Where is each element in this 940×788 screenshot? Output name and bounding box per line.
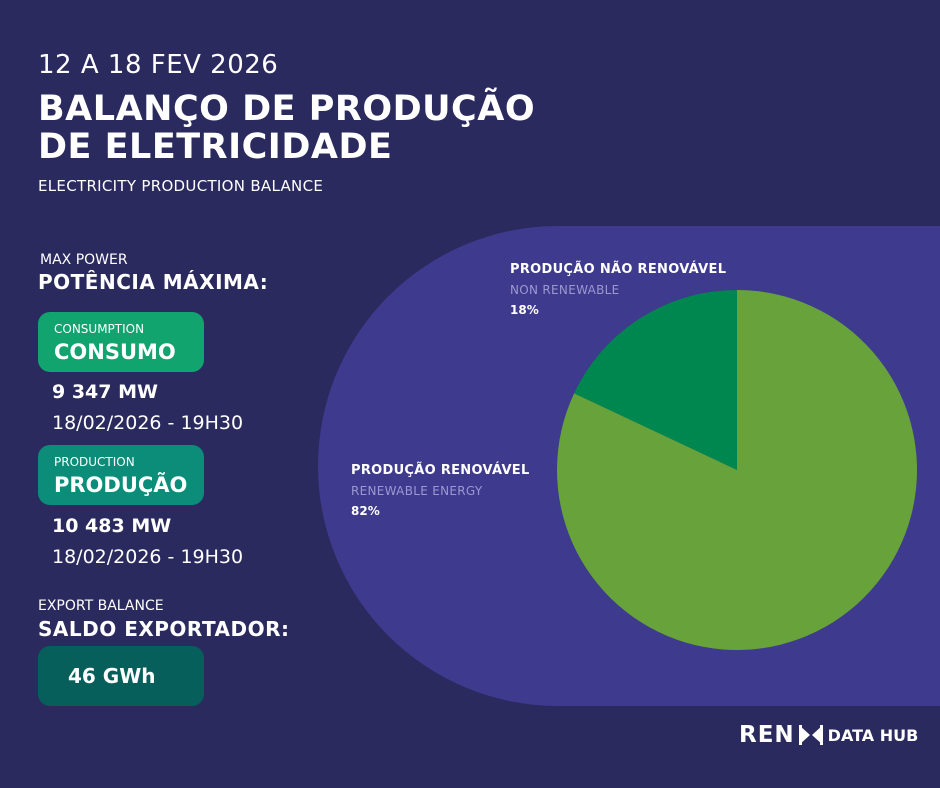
export-balance-caption: EXPORT BALANCE (38, 598, 164, 614)
nonrenewable-sublabel: NON RENEWABLE (510, 283, 620, 297)
consumption-caption: CONSUMPTION (54, 322, 145, 336)
production-caption: PRODUCTION (54, 455, 135, 469)
nonrenewable-label-group: PRODUÇÃO NÃO RENOVÁVEL NON RENEWABLE 18% (510, 262, 726, 317)
production-pill: PRODUCTION PRODUÇÃO (38, 445, 204, 505)
nonrenewable-label: PRODUÇÃO NÃO RENOVÁVEL (510, 262, 727, 277)
export-balance-value: 46 GWh (68, 664, 156, 688)
logo-brand: REN (739, 722, 795, 748)
consumption-value: 9 347 MW (52, 381, 158, 403)
page-subtitle: ELECTRICITY PRODUCTION BALANCE (38, 177, 324, 195)
pie-slice-renewable (557, 290, 918, 650)
max-power-title: POTÊNCIA MÁXIMA: (38, 270, 269, 294)
consumption-datetime: 18/02/2026 - 19H30 (52, 412, 244, 434)
renewable-percent: 82% (351, 504, 380, 518)
ren-data-hub-logo: REN DATA HUB (739, 722, 918, 748)
renewable-label-group: PRODUÇÃO RENOVÁVEL RENEWABLE ENERGY 82% (351, 463, 530, 518)
consumption-label: CONSUMO (54, 340, 176, 364)
title-line-1: BALANÇO DE PRODUÇÃO (38, 89, 536, 129)
date-range: 12 A 18 FEV 2026 (38, 50, 279, 80)
logo-suffix: DATA HUB (827, 725, 919, 745)
consumption-pill: CONSUMPTION CONSUMO (38, 312, 204, 372)
renewable-label: PRODUÇÃO RENOVÁVEL (351, 463, 530, 478)
export-balance-title: SALDO EXPORTADOR: (38, 617, 290, 641)
renewable-sublabel: RENEWABLE ENERGY (351, 484, 483, 498)
production-label: PRODUÇÃO (54, 473, 188, 497)
max-power-caption: MAX POWER (40, 252, 128, 268)
pie-slice-nonrenewable (574, 290, 737, 470)
export-balance-pill: 46 GWh (38, 646, 204, 706)
ren-logo-mark-icon (798, 725, 823, 745)
nonrenewable-percent: 18% (510, 303, 539, 317)
production-value: 10 483 MW (52, 515, 172, 537)
production-datetime: 18/02/2026 - 19H30 (52, 546, 244, 568)
title-line-2: DE ELETRICIDADE (38, 127, 393, 167)
page-title: BALANÇO DE PRODUÇÃO DE ELETRICIDADE (38, 90, 535, 166)
